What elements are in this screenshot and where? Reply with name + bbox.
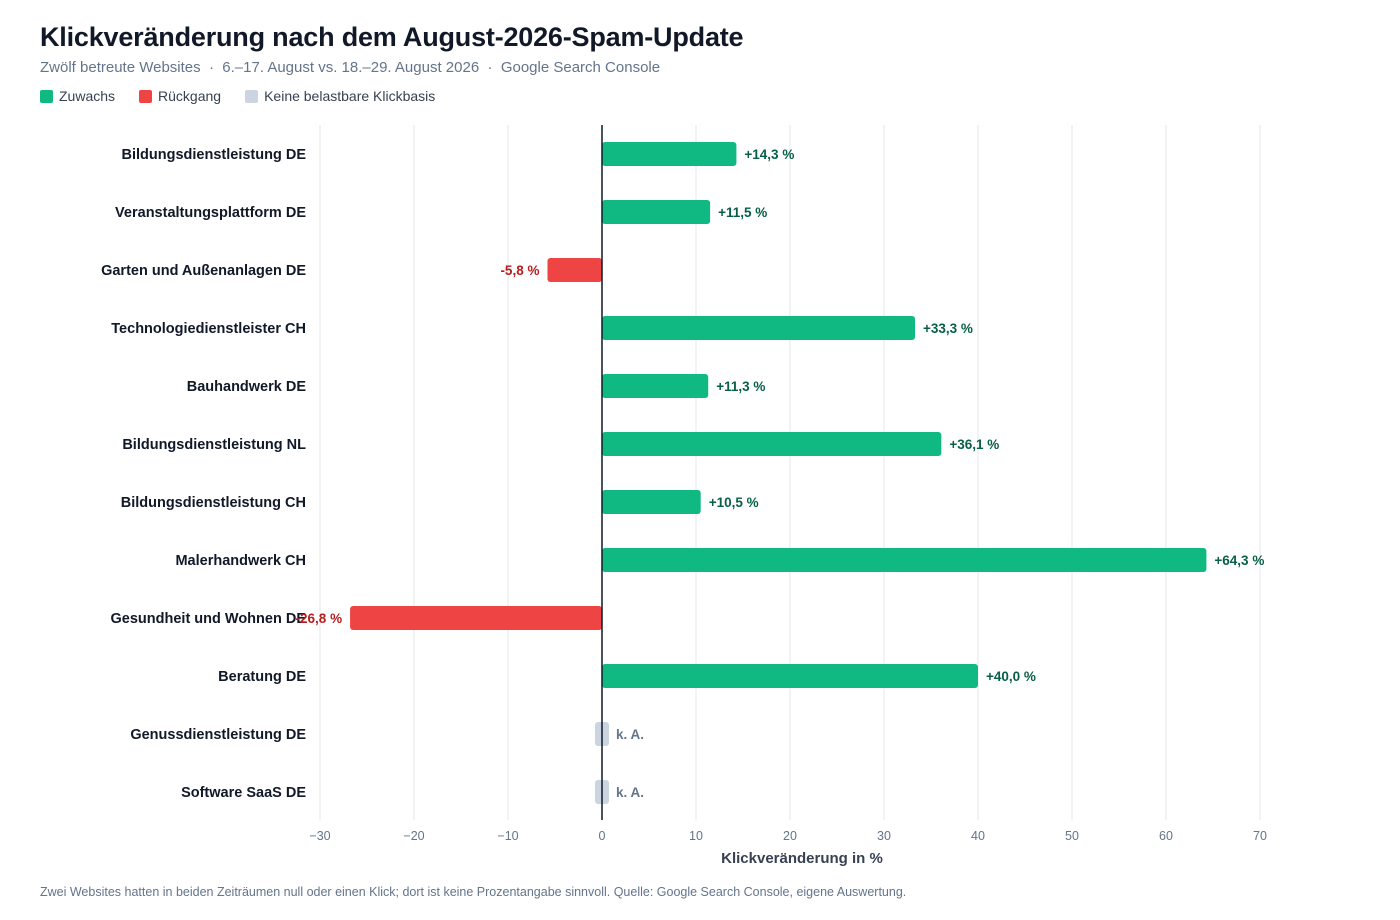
category-label: Bildungsdienstleistung DE xyxy=(122,147,307,163)
legend-label-growth: Zuwachs xyxy=(59,88,116,104)
category-label: Software SaaS DE xyxy=(181,785,306,801)
legend-item-growth: Zuwachs xyxy=(40,88,115,104)
value-labels: +14,3 % +11,5 % -5,8 % +33,3 % +11,3 % +36,1 … xyxy=(296,147,1265,800)
value-label: k. A. xyxy=(616,785,644,800)
grid-lines xyxy=(319,125,1261,820)
value-label: +33,3 % xyxy=(923,321,973,336)
x-tick-labels: −30 −20 −10 0 10 20 30 40 50 60 70 xyxy=(309,829,1267,843)
value-label: k. A. xyxy=(616,727,644,742)
category-label: Veranstaltungsplattform DE xyxy=(115,205,306,221)
value-label: +64,3 % xyxy=(1214,553,1264,568)
chart-subtitle: Zwölf betreute Websites · 6.–17. August … xyxy=(40,59,661,76)
x-tick-label: 60 xyxy=(1159,829,1173,843)
legend-label-decline: Rückgang xyxy=(158,88,222,104)
legend-swatch-decline xyxy=(139,89,153,103)
value-label: +36,1 % xyxy=(949,437,999,452)
bar-positive xyxy=(602,432,942,456)
category-label: Bildungsdienstleistung NL xyxy=(122,437,306,453)
x-tick-label: 0 xyxy=(599,829,606,843)
category-labels: Bildungsdienstleistung DE Veranstaltungsp… xyxy=(101,147,306,801)
bar-positive xyxy=(602,374,709,398)
x-tick-label: 70 xyxy=(1253,829,1267,843)
value-label: -5,8 % xyxy=(500,263,539,278)
legend-swatch-growth xyxy=(40,89,53,103)
value-label: +10,5 % xyxy=(709,495,759,510)
bar-negative xyxy=(547,258,602,282)
category-label: Technologiedienstleister CH xyxy=(111,321,306,337)
category-label: Genussdienstleistung DE xyxy=(130,727,306,743)
value-label: -26,8 % xyxy=(296,611,343,626)
bar-positive xyxy=(602,200,711,224)
bars xyxy=(350,142,1207,804)
x-tick-label: 40 xyxy=(971,829,985,843)
bar-chart: Bildungsdienstleistung DE Veranstaltungsp… xyxy=(101,125,1267,867)
category-label: Gesundheit und Wohnen DE xyxy=(111,611,307,627)
x-tick-label: −20 xyxy=(403,829,424,843)
x-tick-label: −10 xyxy=(497,829,518,843)
category-label: Beratung DE xyxy=(218,669,306,685)
bar-positive xyxy=(602,316,916,340)
x-tick-label: 20 xyxy=(783,829,797,843)
x-axis-label: Klickveränderung in % xyxy=(721,850,883,867)
legend-item-decline: Rückgang xyxy=(139,88,221,104)
bar-positive xyxy=(602,548,1207,572)
bar-positive xyxy=(602,490,701,514)
legend-swatch-no-basis xyxy=(245,89,259,103)
bar-positive xyxy=(602,664,978,688)
value-label: +11,5 % xyxy=(718,205,767,220)
value-label: +40,0 % xyxy=(986,669,1036,684)
legend: Zuwachs Rückgang Keine belastbare Klickb… xyxy=(40,88,435,104)
legend-label-no-basis: Keine belastbare Klickbasis xyxy=(264,88,436,104)
x-tick-label: −30 xyxy=(309,829,330,843)
bar-negative xyxy=(350,606,602,630)
footnote: Zwei Websites hatten in beiden Zeiträume… xyxy=(40,885,907,899)
chart-title: Klickveränderung nach dem August-2026-Sp… xyxy=(40,22,744,52)
x-tick-label: 50 xyxy=(1065,829,1079,843)
legend-item-no-basis: Keine belastbare Klickbasis xyxy=(245,88,435,104)
bar-positive xyxy=(602,142,737,166)
x-tick-label: 30 xyxy=(877,829,891,843)
category-label: Garten und Außenanlagen DE xyxy=(101,263,306,279)
category-label: Bauhandwerk DE xyxy=(187,379,307,395)
x-tick-label: 10 xyxy=(689,829,703,843)
value-label: +11,3 % xyxy=(716,379,765,394)
category-label: Malerhandwerk CH xyxy=(175,553,306,569)
category-label: Bildungsdienstleistung CH xyxy=(121,495,306,511)
value-label: +14,3 % xyxy=(744,147,794,162)
